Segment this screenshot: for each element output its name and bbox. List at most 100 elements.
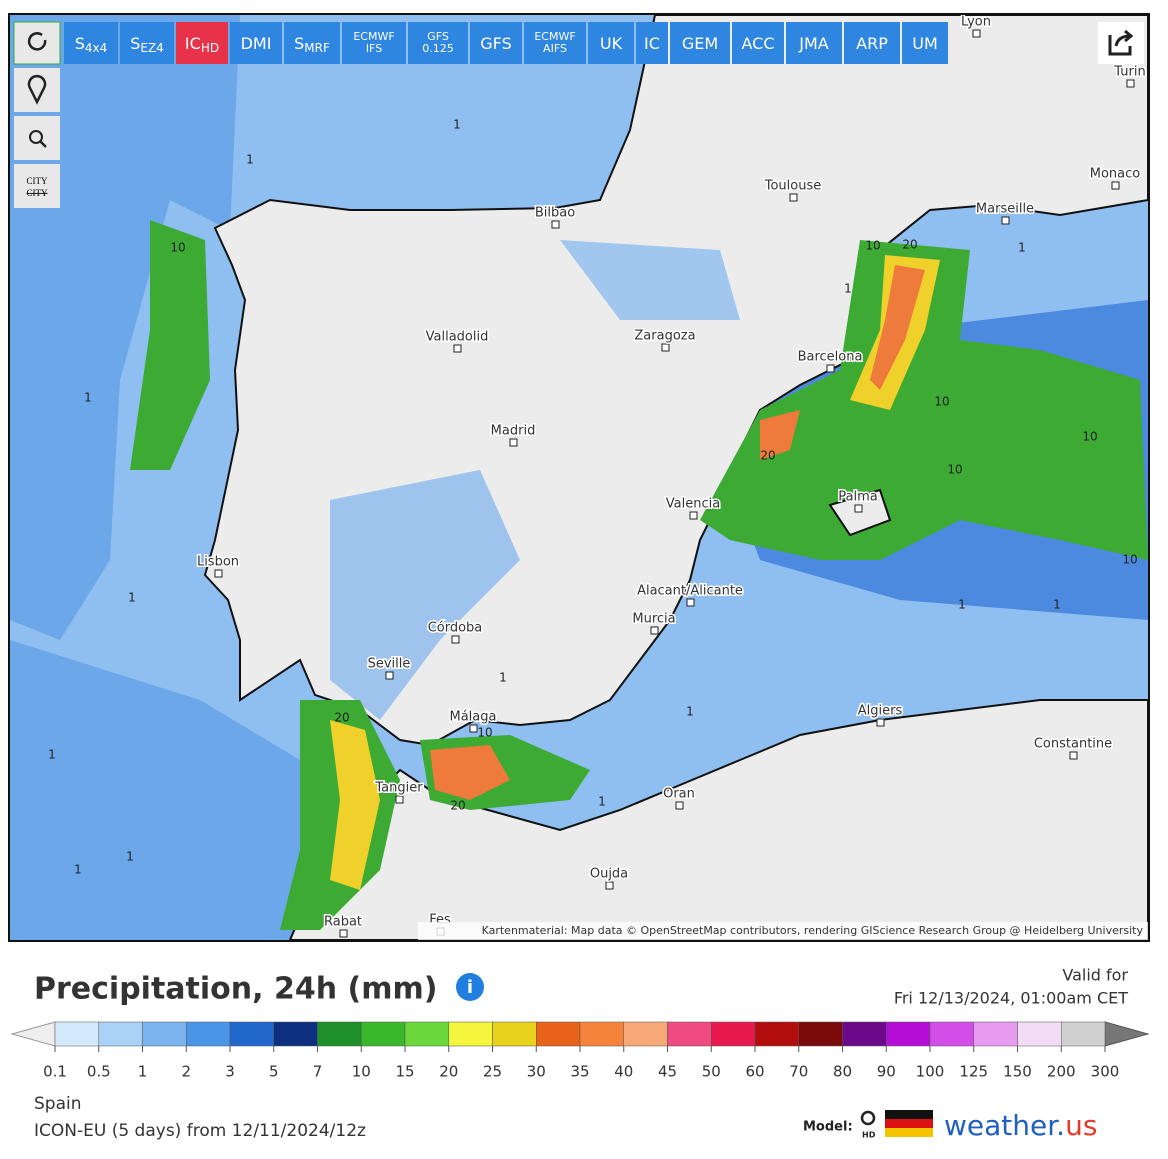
model-button[interactable] <box>670 22 730 64</box>
model-name: IC <box>644 34 660 53</box>
legend-tick-label: 10 <box>352 1063 371 1081</box>
model-run: ICON-EU (5 days) from 12/11/2024/12z <box>34 1121 366 1141</box>
legend-swatch <box>754 1021 799 1047</box>
model-button[interactable] <box>902 22 948 64</box>
model-name: DMI <box>241 34 272 53</box>
city-marker <box>469 724 478 733</box>
contour-label: 10 <box>865 239 880 253</box>
contour-label: 20 <box>334 711 349 725</box>
zoom-button[interactable] <box>14 116 60 160</box>
legend-tick-label: 80 <box>833 1063 852 1081</box>
brand-tld: us <box>1065 1109 1097 1142</box>
legend-swatch <box>273 1021 318 1047</box>
model-button[interactable] <box>284 22 340 64</box>
model-label: ECMWF <box>353 30 394 43</box>
model-label: SEZ4 <box>130 34 164 55</box>
model-button[interactable] <box>176 22 228 64</box>
legend-tick-label: 60 <box>745 1063 764 1081</box>
share-button[interactable] <box>1098 22 1144 64</box>
brand: weather.us <box>944 1109 1097 1142</box>
precip-orange <box>870 265 925 390</box>
contour-label: 1 <box>1018 241 1026 255</box>
city-label: Valencia <box>666 497 720 512</box>
city-label: Bilbao <box>535 206 575 221</box>
legend-swatch <box>54 1021 99 1047</box>
city-marker <box>689 511 698 520</box>
legend-swatch <box>317 1021 362 1047</box>
legend-tick-label: 2 <box>181 1063 191 1081</box>
precip-area <box>10 640 320 940</box>
model-button[interactable] <box>120 22 174 64</box>
city-marker <box>453 344 462 353</box>
model-label: IC <box>644 34 660 53</box>
city-label: Zaragoza <box>634 329 695 344</box>
model-label: AIFS <box>543 42 567 55</box>
model-label: SMRF <box>294 34 330 55</box>
map-frame <box>8 13 1150 942</box>
refresh-button[interactable] <box>13 21 61 65</box>
legend-tick-label: 70 <box>789 1063 808 1081</box>
valid-time: Fri 12/13/2024, 01:00am CET <box>894 989 1128 1008</box>
legend-tick-label: 300 <box>1091 1063 1120 1081</box>
location-button[interactable] <box>14 68 60 112</box>
city-label: Lisbon <box>197 555 239 570</box>
model-badge: HD <box>862 1131 876 1140</box>
city-label: Rabat <box>324 915 362 930</box>
precip-yellow <box>330 720 380 890</box>
legend-swatch <box>186 1021 231 1047</box>
info-button[interactable] <box>456 973 484 1001</box>
city-marker <box>385 671 394 680</box>
model-label: ARP <box>856 34 888 53</box>
model-name: S <box>75 34 85 53</box>
legend-swatch <box>711 1021 756 1047</box>
legend-swatch <box>361 1021 406 1047</box>
legend-tick-label: 15 <box>395 1063 414 1081</box>
legend-tick-label: 0.5 <box>87 1063 111 1081</box>
contour-label: 1 <box>958 598 966 612</box>
precip-green <box>130 220 210 470</box>
model-button[interactable] <box>64 22 118 64</box>
model-button[interactable] <box>636 22 668 64</box>
model-button[interactable] <box>786 22 842 64</box>
contour-label: 1 <box>499 671 507 685</box>
model-label: ECMWF <box>534 30 575 43</box>
model-label: 0.125 <box>422 42 454 55</box>
precip-green <box>700 240 1148 560</box>
model-button[interactable] <box>524 22 586 64</box>
model-button[interactable] <box>588 22 634 64</box>
city-marker <box>605 881 614 890</box>
city-label: Oran <box>663 787 695 802</box>
model-button[interactable] <box>470 22 522 64</box>
legend-tick-label: 40 <box>614 1063 633 1081</box>
contour-label: 1 <box>246 153 254 167</box>
model-button[interactable] <box>408 22 468 64</box>
city-label: Palma <box>838 490 877 505</box>
precip-orange <box>430 745 510 800</box>
city-label: Seville <box>368 657 411 672</box>
model-label: Model: <box>803 1120 853 1135</box>
legend-swatch <box>623 1021 668 1047</box>
legend-arrow-low <box>10 1021 56 1047</box>
legend-tick-label: 90 <box>877 1063 896 1081</box>
contour-label: 1 <box>598 795 606 809</box>
model-button[interactable] <box>732 22 784 64</box>
contour-label: 10 <box>934 395 949 409</box>
city-marker <box>661 343 670 352</box>
legend-swatch <box>404 1021 449 1047</box>
city-marker <box>854 504 863 513</box>
city-marker <box>509 438 518 447</box>
legend-tick-label: 200 <box>1047 1063 1076 1081</box>
legend-tick-label: 0.1 <box>43 1063 67 1081</box>
model-button[interactable] <box>230 22 282 64</box>
contour-label: 1 <box>686 705 694 719</box>
contour-label: 10 <box>947 463 962 477</box>
model-icon <box>860 1110 876 1126</box>
legend-tick-label: 150 <box>1003 1063 1032 1081</box>
model-name: JMA <box>798 34 829 53</box>
model-button[interactable] <box>342 22 406 64</box>
contour-label: 10 <box>1082 430 1097 444</box>
legend-swatch <box>142 1021 187 1047</box>
city-button[interactable] <box>14 164 60 208</box>
model-button[interactable] <box>844 22 900 64</box>
